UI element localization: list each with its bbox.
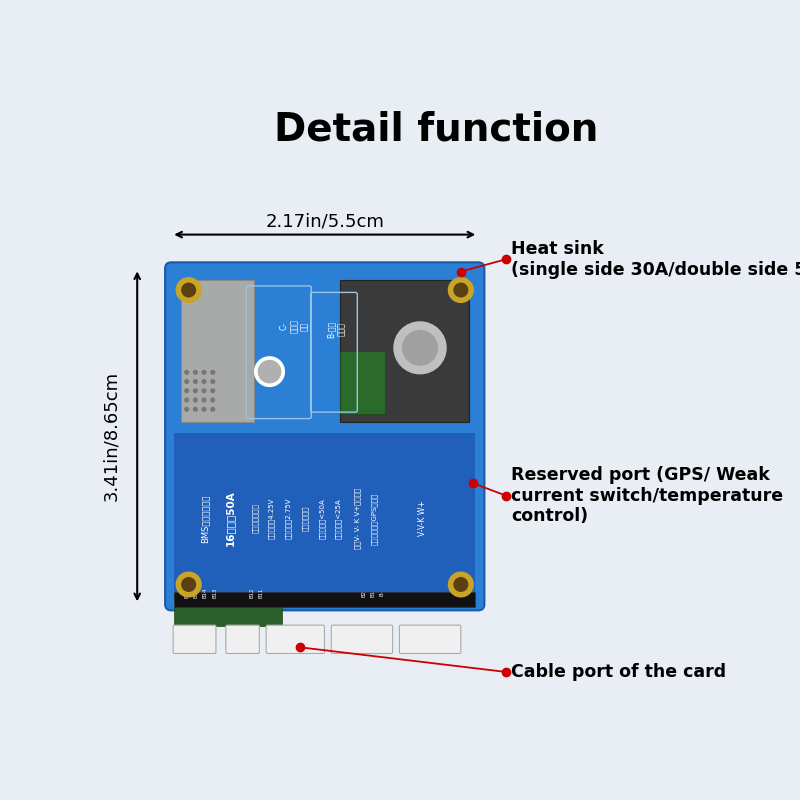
Circle shape (202, 389, 206, 393)
Text: B-电池
总负极: B-电池 总负极 (326, 321, 346, 338)
Bar (340, 350, 386, 414)
Text: 2.17in/5.5cm: 2.17in/5.5cm (266, 212, 384, 230)
Circle shape (211, 407, 214, 411)
Circle shape (454, 578, 468, 591)
Circle shape (185, 389, 189, 393)
Bar (340, 280, 469, 422)
Circle shape (194, 389, 198, 393)
Text: B12: B12 (250, 588, 254, 598)
Circle shape (211, 380, 214, 383)
Text: B14: B14 (203, 588, 208, 598)
Text: 放电电流：<50A: 放电电流：<50A (318, 498, 326, 539)
Text: 充电电流：<25A: 充电电流：<25A (335, 498, 342, 538)
Circle shape (176, 278, 201, 302)
Bar (174, 607, 282, 626)
Text: B16: B16 (184, 588, 190, 598)
Text: 开关、温控、GPS模块。: 开关、温控、GPS模块。 (370, 492, 378, 545)
Circle shape (185, 380, 189, 383)
FancyBboxPatch shape (399, 625, 461, 654)
Circle shape (202, 398, 206, 402)
Circle shape (194, 398, 198, 402)
Text: B13: B13 (212, 588, 218, 598)
Text: B11: B11 (258, 588, 264, 598)
Text: Heat sink
(single side 30A/double side 50A): Heat sink (single side 30A/double side 5… (511, 240, 800, 278)
Circle shape (454, 283, 468, 297)
Text: 充电均衡：有: 充电均衡：有 (302, 506, 309, 531)
Circle shape (394, 322, 446, 374)
Bar (181, 280, 254, 422)
Circle shape (449, 278, 474, 302)
Circle shape (202, 370, 206, 374)
Text: V-V-K W+: V-V-K W+ (418, 501, 427, 536)
Circle shape (185, 407, 189, 411)
Circle shape (185, 370, 189, 374)
Circle shape (194, 407, 198, 411)
FancyBboxPatch shape (331, 625, 393, 654)
Circle shape (182, 283, 195, 297)
Circle shape (254, 357, 284, 386)
Circle shape (211, 398, 214, 402)
Text: BMS电池管理系统: BMS电池管理系统 (201, 494, 210, 542)
Circle shape (194, 380, 198, 383)
Text: Detail function: Detail function (274, 111, 598, 149)
Circle shape (211, 389, 214, 393)
Circle shape (202, 380, 206, 383)
Circle shape (176, 572, 201, 597)
FancyBboxPatch shape (173, 625, 216, 654)
FancyBboxPatch shape (165, 262, 485, 610)
FancyBboxPatch shape (226, 625, 259, 654)
Circle shape (402, 330, 438, 365)
Circle shape (194, 370, 198, 374)
Text: C-
充放电
负极: C- 充放电 负极 (279, 319, 309, 334)
Bar (174, 433, 475, 601)
Circle shape (202, 407, 206, 411)
Text: Reserved port (GPS/ Weak
current switch/temperature
control): Reserved port (GPS/ Weak current switch/… (511, 466, 783, 526)
Circle shape (185, 398, 189, 402)
Text: B1: B1 (370, 590, 375, 597)
Circle shape (182, 578, 195, 591)
Bar (174, 592, 475, 607)
Text: 16串同口50A: 16串同口50A (226, 490, 235, 546)
Text: B2: B2 (361, 590, 366, 597)
Text: B15: B15 (194, 588, 198, 598)
Text: 电芯类型：三元: 电芯类型：三元 (252, 503, 258, 534)
Circle shape (258, 361, 281, 382)
Text: 注：V- V- K V+可接弱电: 注：V- V- K V+可接弱电 (354, 488, 361, 549)
Text: B-: B- (380, 590, 385, 596)
Text: 过充电压：4.25V: 过充电压：4.25V (269, 498, 275, 539)
Text: 3.41in/8.65cm: 3.41in/8.65cm (102, 371, 120, 502)
Circle shape (211, 370, 214, 374)
Text: Cable port of the card: Cable port of the card (511, 663, 726, 681)
Text: 过放电压：2.75V: 过放电压：2.75V (285, 498, 292, 539)
Circle shape (449, 572, 474, 597)
FancyBboxPatch shape (266, 625, 325, 654)
